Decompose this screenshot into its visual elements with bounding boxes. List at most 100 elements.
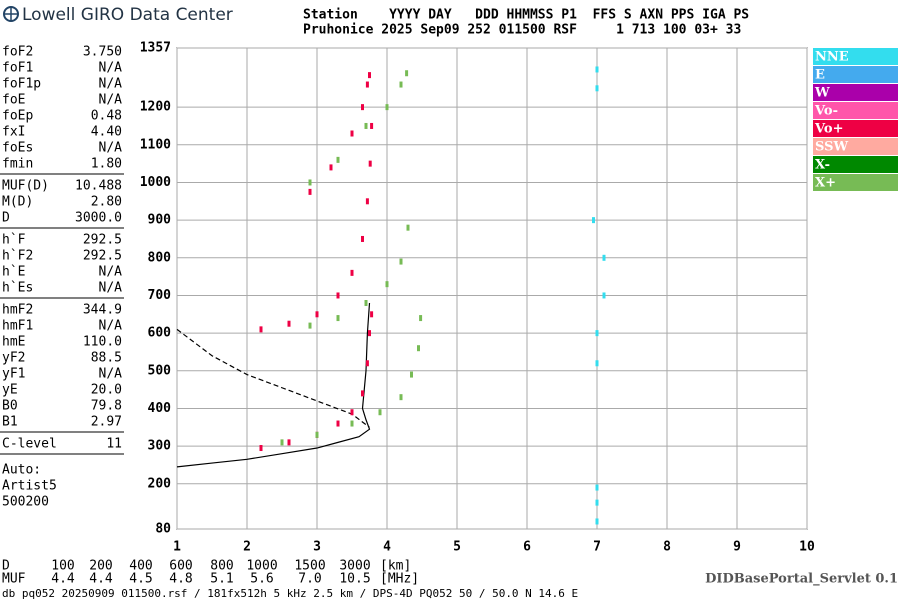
echo-point — [259, 326, 263, 333]
param-label: h`E — [2, 265, 25, 280]
echo-point — [595, 330, 599, 337]
param-value: 20.0 — [91, 383, 122, 398]
d-value: 600 — [169, 559, 192, 574]
muf-value: 4.4 — [89, 572, 113, 587]
param-value: N/A — [99, 77, 123, 92]
echo-point — [370, 311, 374, 318]
echo-point — [350, 130, 354, 137]
echo-point — [595, 484, 599, 491]
echo-point — [602, 254, 606, 261]
param-value: 88.5 — [91, 351, 122, 366]
echo-point — [308, 179, 312, 186]
profile-curve — [176, 302, 371, 468]
muf-value: 5.1 — [210, 572, 233, 587]
logo — [3, 6, 19, 22]
param-label: foF1p — [2, 77, 41, 92]
echo-point — [364, 300, 368, 307]
param-value: N/A — [99, 265, 123, 280]
echo-point — [308, 188, 312, 195]
y-tick-label: 1100 — [140, 137, 171, 152]
echo-point — [259, 445, 263, 452]
muf-value: 10.5 — [339, 572, 370, 587]
echo-point — [399, 258, 403, 265]
echo-point — [280, 439, 284, 446]
echo-point — [406, 224, 410, 231]
echo-point — [315, 311, 319, 318]
param-value: 292.5 — [83, 233, 122, 248]
legend-label: W — [814, 86, 830, 101]
legend-label: Vo+ — [814, 122, 843, 137]
y-tick-label: 300 — [148, 439, 172, 454]
profile-curve — [176, 328, 370, 428]
param-label: yF2 — [2, 351, 25, 366]
legend-label: X- — [815, 158, 830, 173]
y-tick-label: 80 — [155, 522, 171, 537]
echo-point — [336, 315, 340, 322]
echo-point — [287, 320, 291, 327]
y-tick-label: 600 — [148, 326, 172, 341]
legend-swatch — [813, 84, 898, 101]
echo-point — [365, 360, 369, 367]
legend-label: X+ — [815, 176, 836, 191]
d-value: 400 — [129, 559, 152, 574]
param-label: M(D) — [2, 195, 33, 210]
x-tick-label: 5 — [453, 540, 461, 555]
param-label: B0 — [2, 399, 18, 414]
legend-label: Vo- — [814, 104, 838, 119]
d-value: 800 — [210, 559, 233, 574]
legend-swatch — [813, 66, 898, 83]
echo-point — [417, 345, 420, 352]
echo-point — [350, 409, 354, 416]
echo-point — [336, 292, 340, 299]
param-label: hmF1 — [2, 319, 33, 334]
muf-value: 4.4 — [51, 572, 75, 587]
echo-point — [399, 394, 403, 401]
x-tick-label: 1 — [173, 540, 181, 555]
param-value: 110.0 — [83, 335, 122, 350]
param-label: foF1 — [2, 61, 33, 76]
param-value: N/A — [99, 141, 123, 156]
legend-label: E — [815, 68, 825, 83]
param-label: foEs — [2, 141, 33, 156]
y-tick-label: 700 — [148, 288, 172, 303]
echo-point — [365, 198, 369, 205]
param-value: 2.97 — [91, 415, 122, 430]
y-tick-label: 800 — [148, 250, 172, 265]
d-value: 200 — [89, 559, 112, 574]
param-value: 11 — [106, 437, 122, 452]
d-value: 3000 — [339, 559, 370, 574]
echo-point — [336, 156, 340, 163]
echo-point — [361, 235, 364, 242]
param-value: N/A — [99, 93, 123, 108]
param-value: 344.9 — [83, 303, 122, 318]
param-label: B1 — [2, 415, 18, 430]
echo-point — [410, 371, 413, 378]
param-value: N/A — [99, 319, 123, 334]
param-value: 4.40 — [91, 125, 122, 140]
param-value: 3.750 — [83, 45, 122, 60]
param-label: foF2 — [2, 45, 33, 60]
x-tick-label: 9 — [733, 540, 741, 555]
muf-unit: [MHz] — [380, 572, 419, 587]
auto-text: Auto: — [2, 463, 41, 478]
auto-text: Artist5 — [2, 479, 57, 494]
echo-point — [370, 122, 374, 129]
auto-text: 500200 — [2, 495, 49, 510]
legend-swatch — [813, 120, 898, 137]
y-tick-label: 1000 — [140, 175, 171, 190]
echo-point — [368, 72, 371, 79]
echo-point — [368, 330, 371, 337]
param-label: yE — [2, 383, 18, 398]
param-label: h`F — [2, 233, 26, 248]
param-label: h`Es — [2, 281, 33, 296]
x-tick-label: 8 — [663, 540, 671, 555]
param-label: foE — [2, 93, 25, 108]
param-value: 79.8 — [91, 399, 122, 414]
y-tick-label: 500 — [148, 363, 172, 378]
legend-label: SSW — [815, 140, 848, 155]
echo-point — [595, 360, 599, 367]
echo-point — [378, 409, 382, 416]
x-tick-label: 3 — [313, 540, 321, 555]
param-value: 1.80 — [91, 157, 122, 172]
